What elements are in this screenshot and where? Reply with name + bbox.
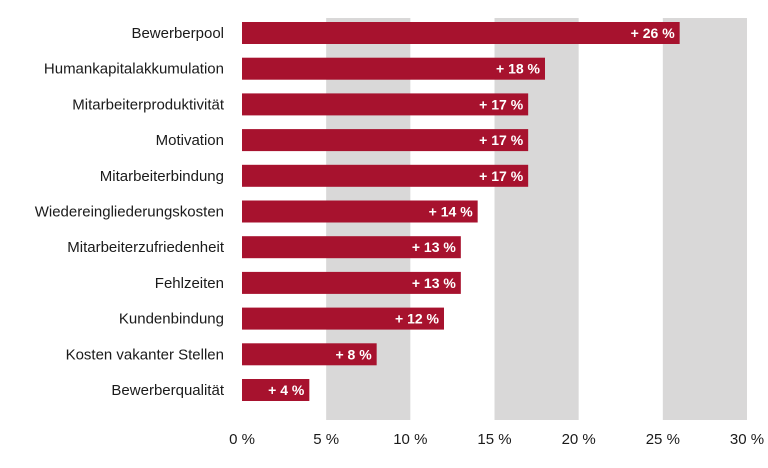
data-label: + 12 % [395, 311, 440, 327]
data-label: + 17 % [479, 132, 524, 148]
data-label: + 4 % [268, 382, 305, 398]
x-tick-label: 15 % [477, 431, 511, 448]
category-label: Bewerberqualität [111, 382, 224, 399]
data-label: + 17 % [479, 168, 524, 184]
category-label: Motivation [156, 132, 224, 149]
category-labels: Bewerberpool Humankapitalakkumulation Mita… [35, 25, 225, 399]
x-tick-label: 0 % [229, 431, 255, 448]
category-label: Kundenbindung [119, 311, 224, 328]
category-label: Mitarbeiterbindung [100, 168, 224, 185]
x-tick-label: 25 % [646, 431, 680, 448]
background-bands [326, 18, 747, 420]
category-label: Mitarbeiterzufriedenheit [67, 239, 225, 256]
bar [242, 57, 545, 80]
bar [242, 271, 461, 294]
x-tick-label: 20 % [562, 431, 596, 448]
category-label: Mitarbeiterproduktivität [72, 96, 225, 113]
bar [242, 307, 444, 330]
data-label: + 14 % [429, 204, 474, 220]
bar [242, 343, 377, 366]
bar [242, 379, 310, 401]
x-tick-label: 5 % [313, 431, 339, 448]
category-label: Wiedereingliederungskosten [35, 204, 224, 221]
x-tick-label: 10 % [393, 431, 427, 448]
bar [242, 200, 478, 223]
x-axis-tick-labels: 0 % 5 % 10 % 15 % 20 % 25 % 30 % [229, 431, 764, 448]
background-band [494, 18, 579, 420]
bar [242, 129, 529, 152]
category-label: Kosten vakanter Stellen [66, 346, 224, 363]
data-label: + 13 % [412, 239, 457, 255]
category-label: Humankapitalakkumulation [44, 61, 224, 78]
category-label: Fehlzeiten [155, 275, 224, 292]
data-label: + 8 % [335, 346, 372, 362]
data-label: + 17 % [479, 96, 524, 112]
data-label: + 13 % [412, 275, 457, 291]
data-label: + 26 % [631, 25, 676, 41]
bar [242, 164, 529, 187]
bar [242, 236, 461, 259]
data-label: + 18 % [496, 61, 541, 77]
bars: + 26 % + 18 % + 17 % + 17 % + 17 % + 14 % + 13… [242, 22, 680, 401]
bar [242, 22, 680, 44]
category-label: Bewerberpool [131, 25, 224, 42]
x-tick-label: 30 % [730, 431, 764, 448]
background-band [662, 18, 747, 420]
bar [242, 93, 529, 116]
